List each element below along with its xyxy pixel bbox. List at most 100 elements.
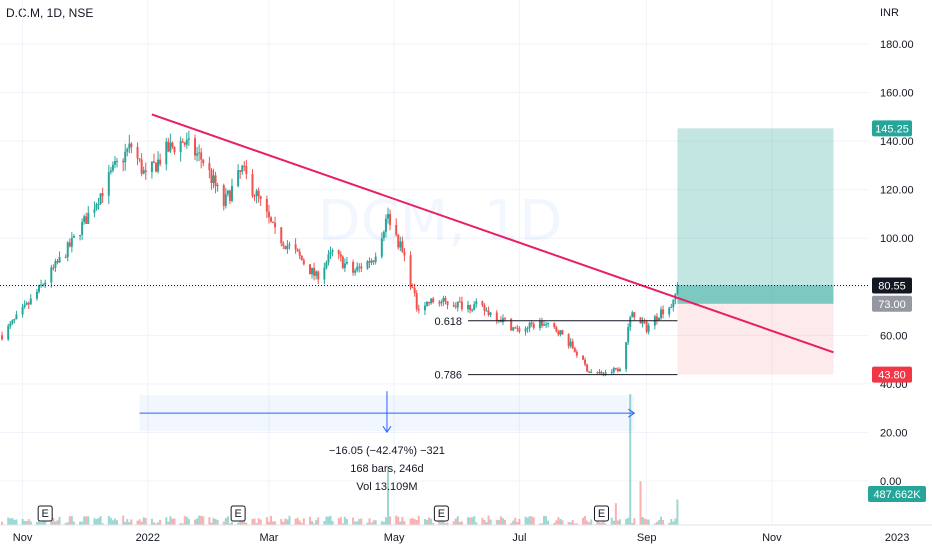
candle-body [401,241,404,252]
volume-bar [21,518,24,525]
volume-bar [329,515,332,525]
candle-body [510,318,513,331]
candle-body [473,304,476,310]
volume-bar [389,516,392,525]
volume-bar [662,520,665,525]
volume-bar [255,523,258,525]
candle-body [382,231,385,239]
candle-body [337,250,340,255]
candle-body [183,142,186,145]
volume-bar [44,521,47,525]
candle-body [631,312,634,318]
volume-bar [85,516,88,525]
candle-body [222,185,225,206]
earnings-marker-label: E [41,508,48,520]
candle-body [528,322,531,328]
candle-body [660,309,663,319]
volume-bar [288,515,291,525]
volume-bar [196,518,199,525]
candle-body [366,261,369,269]
position-zones[interactable] [677,128,834,375]
candle-body [380,238,383,257]
volume-bar [93,518,96,525]
volume-bar [386,466,389,525]
measure-label-line-2: 168 bars, 246d [350,463,423,475]
candle-body [95,204,98,210]
candle-body [467,304,470,310]
candlesticks[interactable] [1,130,679,377]
volume-bar [296,517,299,525]
volume-bar [140,521,143,525]
candle-body [555,327,558,332]
volume-bar [643,518,646,525]
candle-body [501,318,504,323]
candle-body [171,142,174,148]
candle-body [612,367,615,373]
candle-body [113,161,116,165]
volume-bar [150,518,153,525]
volume-bar [528,516,531,525]
price-axis[interactable]: INR180.00160.00140.00120.00100.0080.0060… [868,0,932,525]
volume-bar [228,523,231,525]
volume-bar [540,523,543,525]
candle-body [302,260,305,265]
candle-body [52,267,55,269]
volume-bar [616,520,619,525]
candle-body [107,172,110,196]
volume-bar [155,523,158,525]
volume-bar [430,518,433,525]
volume-bar [40,522,43,525]
earnings-marker-label: E [598,508,605,520]
candle-body [97,204,100,206]
candle-body [676,285,679,294]
volume-bar [230,521,233,525]
volume-bar [282,521,285,525]
candle-body [288,244,291,246]
time-axis[interactable]: Nov 2022 Mar May Jul Sep Nov 2023 [0,524,932,544]
candle-body [294,244,297,250]
candle-body [504,318,507,320]
volume-bar [311,520,314,525]
candle-body [354,270,357,273]
candle-body [586,364,589,372]
candle-body [425,301,428,306]
volume-bar [29,521,32,525]
volume-bar [487,515,490,525]
earnings-marker [230,505,246,522]
candle-body [87,212,90,224]
candle-body [397,234,400,248]
candle-body [38,285,41,292]
volume-bar [538,523,541,525]
candle-body [116,160,119,162]
volume-bar [604,523,607,525]
candle-body [93,209,96,213]
candle-body [210,170,213,183]
candle-body [442,297,445,302]
price-badge-text-entry: 73.00 [878,299,906,311]
volume-bar [625,519,628,525]
trendline-group[interactable] [0,113,868,354]
candle-body [526,327,529,329]
volume-bar [489,519,492,525]
candle-body [655,316,658,321]
fib-level-label: 0.618 [435,316,463,328]
candle-body [475,301,478,305]
volume-bar [395,515,398,525]
candle-body [573,348,576,352]
volume-bar [380,521,383,525]
volume-bar [368,518,371,525]
candle-body [514,327,517,329]
candle-body [140,159,143,174]
volume-bar [185,516,188,525]
volume-bar [629,394,632,525]
volume-bar [214,519,217,525]
volume-bar [598,522,601,525]
volume-bar [109,517,112,525]
volume-bar [571,520,574,525]
fib-levels[interactable]: 0.618 0.786 [435,316,678,382]
candle-body [42,284,45,286]
measure-tool[interactable]: −16.05 (−42.47%) −321 168 bars, 246d Vol 1… [139,391,636,493]
volume-bar [645,519,648,525]
